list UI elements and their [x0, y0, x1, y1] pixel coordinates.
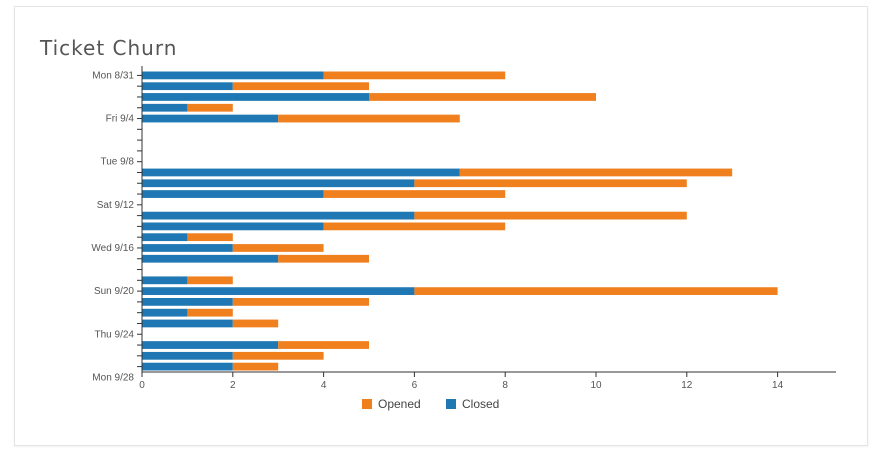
closed-bar	[142, 71, 324, 80]
opened-bar	[323, 71, 506, 80]
x-tick-label: 14	[772, 380, 784, 391]
opened-bar	[414, 179, 687, 188]
y-tick-label: Mon 8/31	[92, 70, 134, 81]
bar-layer	[142, 71, 778, 371]
opened-bar	[187, 233, 233, 242]
legend: Opened Closed	[362, 397, 499, 411]
closed-bar	[142, 211, 415, 220]
opened-bar	[232, 82, 369, 91]
opened-bar	[323, 190, 506, 198]
closed-bar	[142, 103, 188, 112]
y-tick-label: Wed 9/16	[91, 243, 134, 254]
x-tick-label: 12	[681, 380, 693, 391]
x-tick-label: 4	[321, 380, 327, 391]
closed-bar	[142, 168, 460, 177]
opened-legend-swatch	[362, 399, 372, 409]
opened-bar	[232, 298, 369, 306]
opened-bar	[187, 103, 233, 112]
opened-bar	[278, 341, 369, 349]
opened-bar	[414, 287, 778, 295]
opened-bar	[187, 308, 233, 317]
closed-bar	[142, 298, 233, 306]
x-tick-label: 2	[230, 380, 236, 391]
closed-bar	[142, 179, 415, 188]
axes-layer: Mon 8/31 Fri 9/4 Tue 9/8 Sat 9/12 Wed 9/16 Su…	[91, 66, 836, 391]
closed-bar	[142, 93, 369, 101]
closed-bar	[142, 319, 233, 328]
opened-bar	[278, 254, 369, 263]
x-tick-label: 10	[590, 380, 602, 391]
closed-bar	[142, 287, 415, 295]
x-tick-label: 6	[412, 380, 418, 391]
closed-legend-swatch	[446, 399, 456, 409]
closed-bar	[142, 82, 233, 91]
y-tick-label: Fri 9/4	[106, 114, 135, 125]
y-tick-label: Thu 9/24	[95, 329, 135, 340]
closed-bar	[142, 341, 279, 349]
opened-legend-label: Opened	[378, 397, 421, 411]
opened-bar	[459, 168, 733, 177]
y-tick-label: Mon 9/28	[92, 372, 134, 383]
x-tick-label: 8	[502, 380, 508, 391]
opened-bar	[323, 222, 506, 231]
opened-bar	[232, 244, 324, 252]
x-tick-label: 0	[139, 380, 145, 391]
opened-bar	[278, 114, 460, 123]
closed-bar	[142, 351, 233, 360]
closed-bar	[142, 254, 279, 263]
closed-bar	[142, 114, 279, 123]
opened-bar	[232, 319, 279, 328]
opened-bar	[232, 362, 279, 371]
y-tick-label: Sat 9/12	[97, 200, 135, 211]
opened-bar	[369, 93, 596, 101]
closed-bar	[142, 244, 233, 252]
chart-title: Ticket Churn	[40, 36, 178, 60]
opened-bar	[187, 276, 233, 285]
y-tick-label: Sun 9/20	[94, 286, 134, 297]
opened-bar	[414, 211, 687, 220]
closed-bar	[142, 308, 188, 317]
closed-bar	[142, 362, 233, 371]
closed-bar	[142, 190, 324, 198]
opened-bar	[232, 351, 324, 360]
closed-bar	[142, 222, 324, 231]
closed-bar	[142, 276, 188, 285]
closed-bar	[142, 233, 188, 242]
closed-legend-label: Closed	[462, 397, 499, 411]
y-tick-label: Tue 9/8	[100, 157, 134, 168]
